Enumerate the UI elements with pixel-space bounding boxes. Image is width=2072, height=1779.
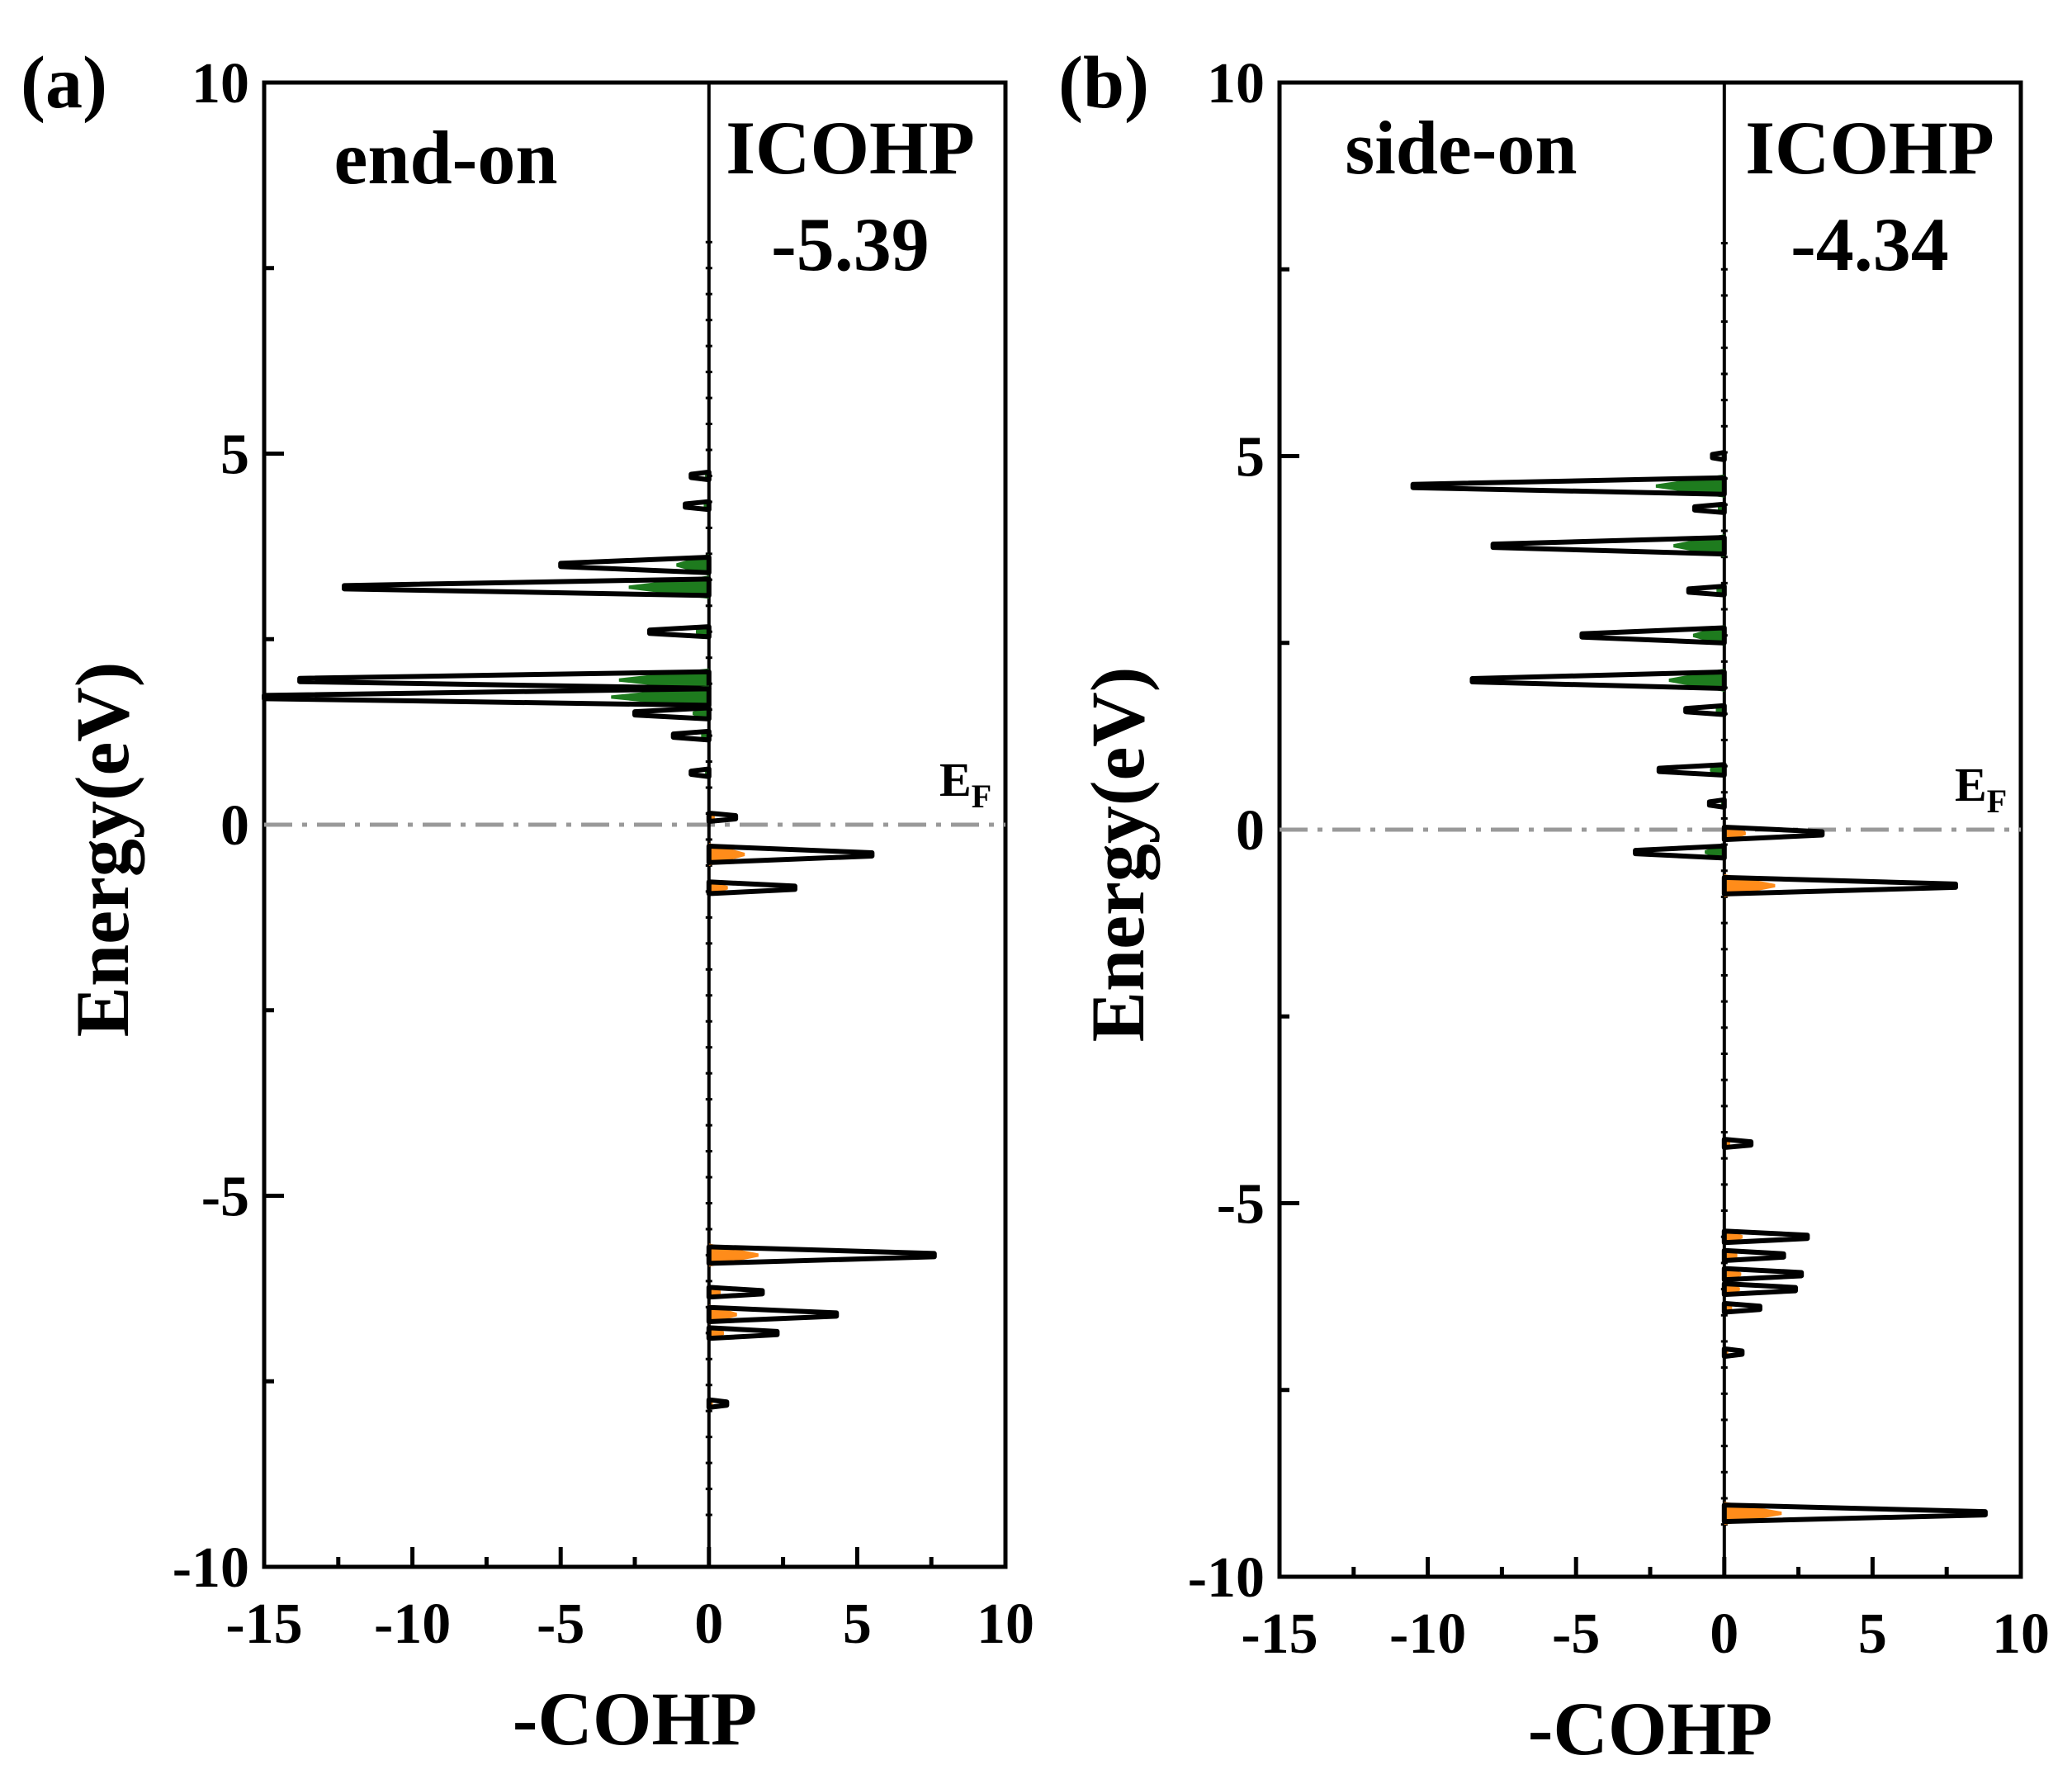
- cohp-peak: [1721, 1247, 1786, 1264]
- panel-title: side-on: [1345, 106, 1577, 190]
- x-tick-label: -5: [1552, 1602, 1600, 1666]
- cohp-peak: [1579, 625, 1727, 646]
- cohp-peak: [262, 686, 712, 708]
- icohp-value: -5.39: [771, 202, 930, 286]
- fermi-level-label: EF: [939, 753, 991, 815]
- cohp-peak: [706, 844, 875, 865]
- y-tick-label: 10: [192, 52, 249, 116]
- cohp-peak: [297, 669, 712, 691]
- y-tick-label: 5: [220, 423, 249, 487]
- y-tick-label: -10: [1188, 1546, 1265, 1610]
- x-tick-label: 0: [1710, 1602, 1738, 1666]
- icohp-label: ICOHP: [1745, 106, 1994, 190]
- cohp-peak: [1490, 535, 1727, 557]
- cohp-peak: [1721, 1228, 1810, 1246]
- cohp-peak: [706, 1397, 730, 1410]
- cohp-peak: [706, 1325, 780, 1341]
- fermi-level-label: EF: [1955, 758, 2007, 820]
- cohp-peak: [1721, 1300, 1762, 1315]
- y-axis-title: Energy(eV): [1076, 667, 1160, 1043]
- y-tick-label: 0: [220, 794, 249, 858]
- cohp-peak: [1656, 762, 1727, 778]
- x-tick-label: -15: [1241, 1602, 1317, 1666]
- cohp-peak: [1706, 797, 1727, 810]
- icohp-value: -4.34: [1791, 202, 1949, 286]
- x-tick-label: -10: [1389, 1602, 1466, 1666]
- x-tick-label: 5: [843, 1592, 872, 1656]
- x-axis-title: -COHP: [513, 1677, 757, 1761]
- cohp-peak: [1469, 669, 1727, 691]
- cohp-peak: [1721, 824, 1825, 843]
- cohp-peak: [1721, 1280, 1799, 1298]
- cohp-peak: [706, 1244, 937, 1266]
- icohp-label: ICOHP: [726, 106, 975, 190]
- cohp-peak: [1691, 501, 1727, 515]
- cohp-peak: [706, 811, 739, 824]
- cohp-peak: [706, 879, 797, 897]
- cohp-peak: [558, 554, 712, 575]
- x-tick-label: -15: [225, 1592, 302, 1656]
- y-axis-title: Energy(eV): [60, 662, 144, 1038]
- cohp-peak: [670, 728, 712, 743]
- x-tick-label: 10: [977, 1592, 1034, 1656]
- x-tick-label: -10: [374, 1592, 451, 1656]
- cohp-peak: [1721, 1346, 1745, 1360]
- cohp-peak: [1721, 1266, 1805, 1283]
- fermi-label-main: E: [939, 753, 972, 807]
- panel-label: (b): [1058, 42, 1149, 124]
- cohp-peak: [706, 1304, 840, 1324]
- fermi-label-subscript: F: [972, 778, 991, 815]
- cohp-peak: [1721, 1502, 1988, 1525]
- cohp-peak: [683, 499, 712, 513]
- x-tick-label: 0: [694, 1592, 723, 1656]
- x-tick-label: -5: [537, 1592, 584, 1656]
- x-tick-label: 5: [1858, 1602, 1887, 1666]
- y-tick-label: 0: [1236, 799, 1265, 863]
- panel-title: end-on: [334, 116, 558, 200]
- cohp-peak: [1710, 450, 1727, 462]
- y-tick-label: 10: [1207, 52, 1265, 116]
- x-tick-label: 10: [1992, 1602, 2050, 1666]
- y-tick-label: -10: [173, 1536, 249, 1600]
- fermi-label-main: E: [1955, 758, 1987, 811]
- y-tick-label: -5: [201, 1166, 249, 1229]
- panel-label: (a): [21, 42, 107, 124]
- cohp-peak: [632, 705, 712, 722]
- cohp-peak: [341, 576, 712, 599]
- y-tick-label: 5: [1236, 426, 1265, 490]
- y-tick-label: -5: [1217, 1173, 1265, 1237]
- cohp-peak: [1721, 874, 1958, 897]
- cohp-peak: [1410, 475, 1727, 497]
- cohp-peak: [1683, 703, 1727, 717]
- cohp-peak: [1633, 843, 1727, 861]
- cohp-peak: [1721, 1137, 1754, 1151]
- cohp-peak: [688, 469, 712, 483]
- cohp-peak: [1686, 584, 1727, 598]
- fermi-label-subscript: F: [1987, 783, 2007, 820]
- cohp-peak: [646, 624, 712, 640]
- cohp-peak: [688, 766, 712, 779]
- cohp-peak: [706, 1285, 765, 1300]
- x-axis-title: -COHP: [1528, 1687, 1772, 1771]
